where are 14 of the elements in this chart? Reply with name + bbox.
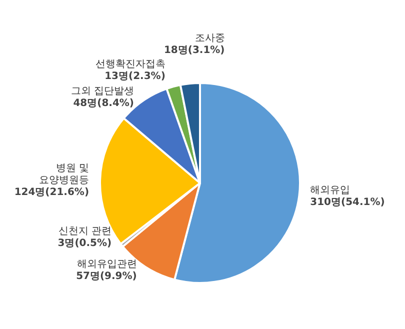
data-label: 18명(3.1%) xyxy=(164,45,225,56)
slice-label: 해외유입관련 xyxy=(76,259,137,270)
slice-label: 신천지 관련 xyxy=(58,226,112,238)
data-label: 124명(21.6%) xyxy=(14,186,90,198)
slice-label: 그외 집단발생 xyxy=(70,86,134,97)
slice-label: 조사중 xyxy=(194,33,225,44)
slice-label: 병원 및 요양병원등 xyxy=(39,162,90,186)
data-label: 3명(0.5%) xyxy=(58,238,112,250)
slice-label: 선행확진자접촉 xyxy=(95,59,166,70)
data-label: 48명(8.4%) xyxy=(73,98,134,109)
data-label: 310명(54.1%) xyxy=(310,196,385,208)
data-label: 13명(2.3%) xyxy=(104,71,166,82)
slice-label: 해외유입 xyxy=(310,184,350,196)
data-label: 57명(9.9%) xyxy=(76,271,137,282)
